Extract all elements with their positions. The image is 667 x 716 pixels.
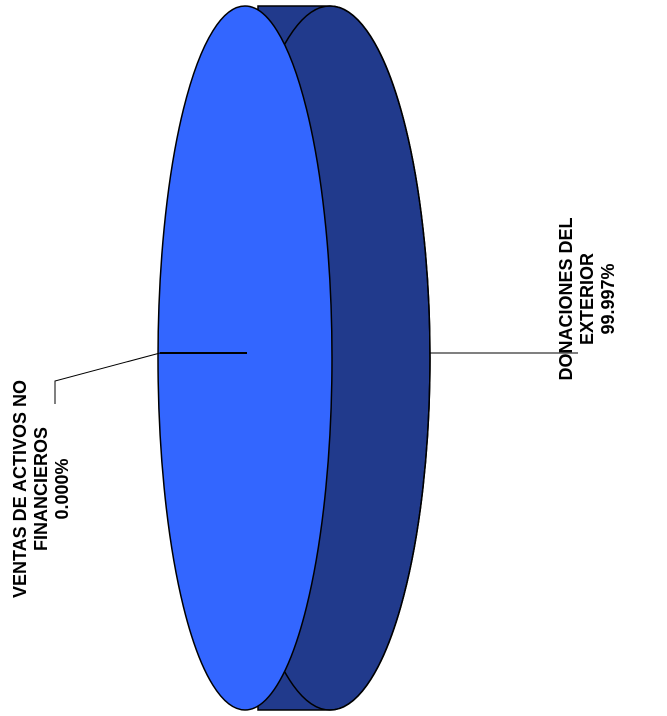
label-ventas-value: 0.000% xyxy=(52,458,72,520)
label-ventas-line2: FINANCIEROS xyxy=(31,427,51,552)
label-ventas-line1: VENTAS DE ACTIVOS NO xyxy=(10,379,30,599)
leader-line-ventas xyxy=(54,352,161,404)
label-donaciones-line1: DONACIONES DEL xyxy=(556,217,576,381)
label-donaciones-value: 99.997% xyxy=(598,263,618,335)
label-donaciones-line2: EXTERIOR xyxy=(577,253,597,346)
label-ventas-activos: VENTAS DE ACTIVOS NO FINANCIEROS 0.000% xyxy=(10,349,73,629)
label-donaciones-exterior: DONACIONES DEL EXTERIOR 99.997% xyxy=(556,179,619,419)
pie-slice-donaciones xyxy=(157,5,333,711)
